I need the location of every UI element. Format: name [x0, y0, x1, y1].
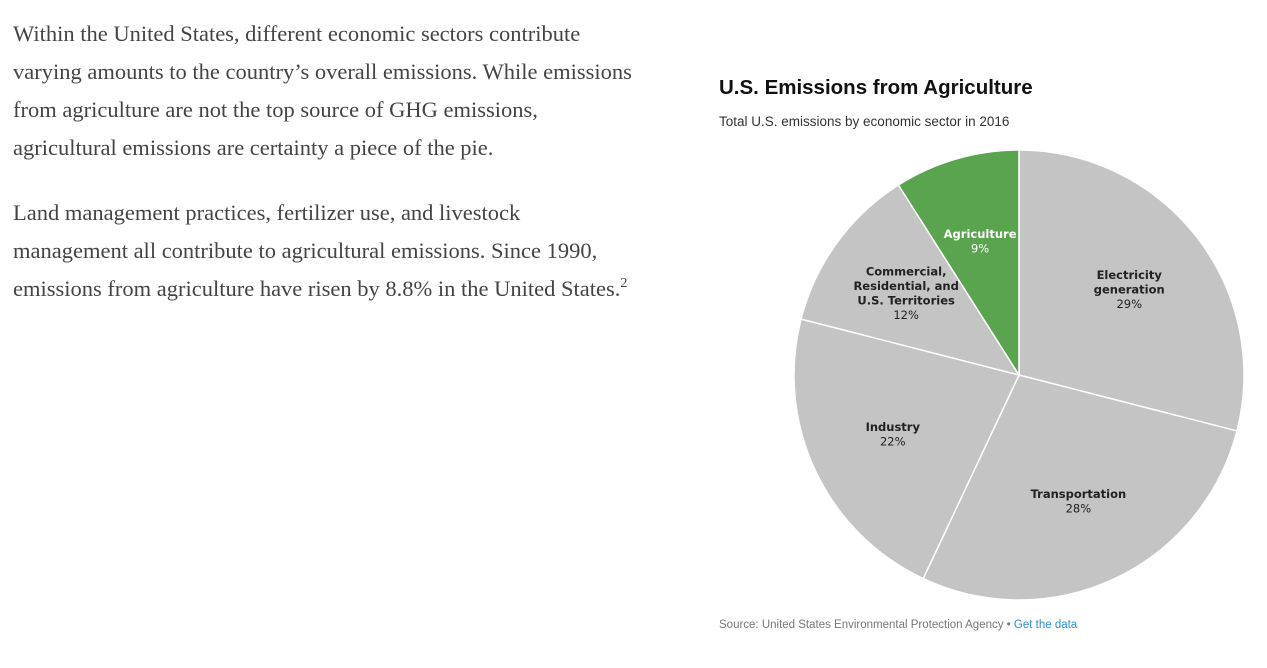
pie-slice-electricity-generation[interactable] — [1018, 149, 1245, 432]
slice-label-line: Transportation — [1031, 487, 1127, 501]
slice-label-line: Commercial, — [866, 264, 947, 278]
slice-label-line: generation — [1094, 282, 1165, 296]
source-text: Source: United States Environmental Prot… — [719, 619, 1004, 631]
slice-label-line: U.S. Territories — [857, 293, 955, 307]
slice-label-electricity-generation: Electricity generation 29% — [1094, 268, 1165, 311]
footnote-marker[interactable]: 2 — [620, 276, 628, 291]
pie-slice-transportation[interactable] — [922, 374, 1238, 601]
pie-labels: Electricity generation 29% Transportation 28… — [853, 227, 1164, 516]
pie-slices — [793, 149, 1245, 601]
slice-value-industry: 22% — [880, 435, 906, 449]
slice-label-line: Residential, and — [853, 279, 958, 293]
article-paragraph-2-text: Land management practices, fertilizer us… — [13, 200, 621, 301]
slice-label-agriculture: Agriculture 9% — [944, 227, 1017, 256]
pie-slice-agriculture[interactable] — [897, 149, 1020, 378]
get-the-data-link[interactable]: Get the data — [1013, 619, 1078, 631]
slice-value-agriculture: 9% — [971, 241, 989, 255]
slice-label-transportation: Transportation 28% — [1031, 487, 1127, 516]
slice-value-commercial-residential-and-u-s-territories: 12% — [893, 308, 919, 322]
slice-label-industry: Industry 22% — [866, 420, 921, 449]
pie-slice-industry[interactable] — [793, 318, 1021, 580]
slice-label-line: Agriculture — [944, 227, 1017, 241]
chart-subtitle: Total U.S. emissions by economic sector … — [719, 114, 1010, 129]
chart-title: U.S. Emissions from Agriculture — [719, 76, 1033, 99]
pie-slice-commercial-residential-and-u-s-territories[interactable] — [800, 183, 1021, 377]
article-paragraph-2: Land management practices, fertilizer us… — [13, 194, 633, 308]
article-body: Within the United States, different econ… — [13, 15, 633, 335]
slice-label-line: Industry — [866, 420, 921, 434]
slice-value-electricity-generation: 29% — [1116, 297, 1142, 311]
slice-label-line: Electricity — [1097, 268, 1163, 282]
slice-value-transportation: 28% — [1066, 501, 1092, 515]
slice-label-commercial-residential-and-u-s-territories: Commercial, Residential, and U.S. Territor… — [853, 264, 958, 322]
chart-source: Source: United States Environmental Prot… — [719, 619, 1077, 631]
source-separator: • — [1006, 619, 1011, 631]
article-paragraph-1: Within the United States, different econ… — [13, 21, 632, 160]
